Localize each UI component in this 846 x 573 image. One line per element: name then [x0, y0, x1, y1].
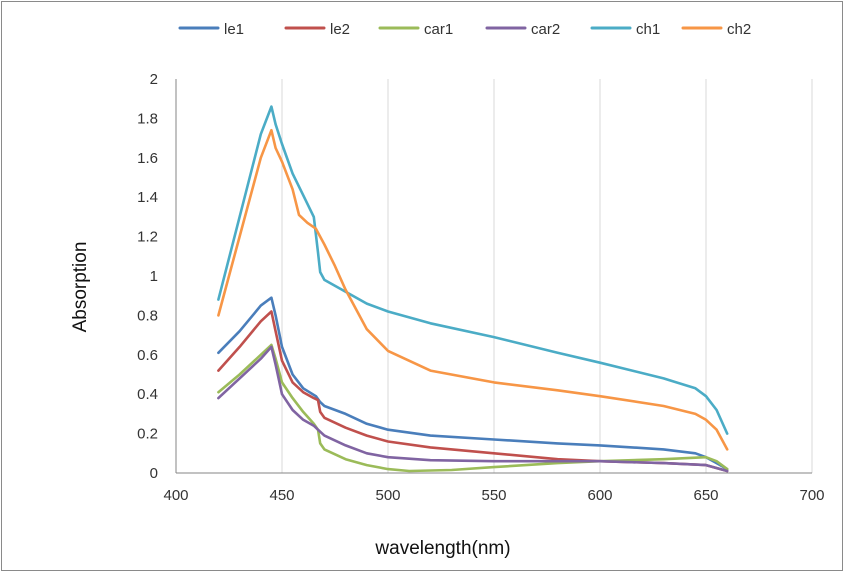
x-tick-label: 500 — [375, 487, 400, 504]
y-tick-label: 0.2 — [137, 426, 158, 443]
y-tick-label: 0.4 — [137, 386, 158, 403]
legend-label-ch2: ch2 — [727, 21, 751, 38]
legend-label-car1: car1 — [424, 21, 453, 38]
y-tick-label: 1.2 — [137, 229, 158, 246]
x-tick-labels: 400 450 500 550 600 650 700 — [163, 487, 824, 504]
series-line-ch1 — [217, 105, 729, 435]
y-tick-labels: 0 0.2 0.4 0.6 0.8 1 1.2 1.4 1.6 1.8 2 — [137, 71, 158, 482]
x-tick-label: 400 — [163, 487, 188, 504]
series-line-car2 — [217, 345, 729, 473]
y-tick-label: 1.6 — [137, 150, 158, 167]
series-line-le2 — [217, 310, 729, 473]
grid-lines — [281, 79, 813, 473]
x-tick-label: 700 — [799, 487, 824, 504]
y-tick-label: 2 — [150, 71, 158, 88]
x-axis-title: wavelength(nm) — [374, 538, 510, 559]
y-tick-label: 0.8 — [137, 307, 158, 324]
legend-label-car2: car2 — [531, 21, 560, 38]
y-tick-label: 1.4 — [137, 189, 158, 206]
legend-label-ch1: ch1 — [636, 21, 660, 38]
x-tick-label: 650 — [693, 487, 718, 504]
legend: le1 le2 car1 car2 ch1 ch2 — [178, 21, 751, 38]
x-tick-label: 450 — [269, 487, 294, 504]
axes — [175, 79, 812, 474]
x-tick-label: 550 — [481, 487, 506, 504]
legend-label-le1: le1 — [224, 21, 244, 38]
series-line-ch2 — [217, 128, 729, 451]
x-tick-label: 600 — [587, 487, 612, 504]
legend-label-le2: le2 — [330, 21, 350, 38]
y-axis-title: Absorption — [70, 242, 91, 333]
series-lines — [217, 105, 729, 473]
y-tick-label: 1.8 — [137, 110, 158, 127]
series-line-le1 — [217, 296, 729, 471]
y-tick-label: 0 — [150, 465, 158, 482]
y-tick-label: 1 — [150, 268, 158, 285]
y-tick-label: 0.6 — [137, 347, 158, 364]
